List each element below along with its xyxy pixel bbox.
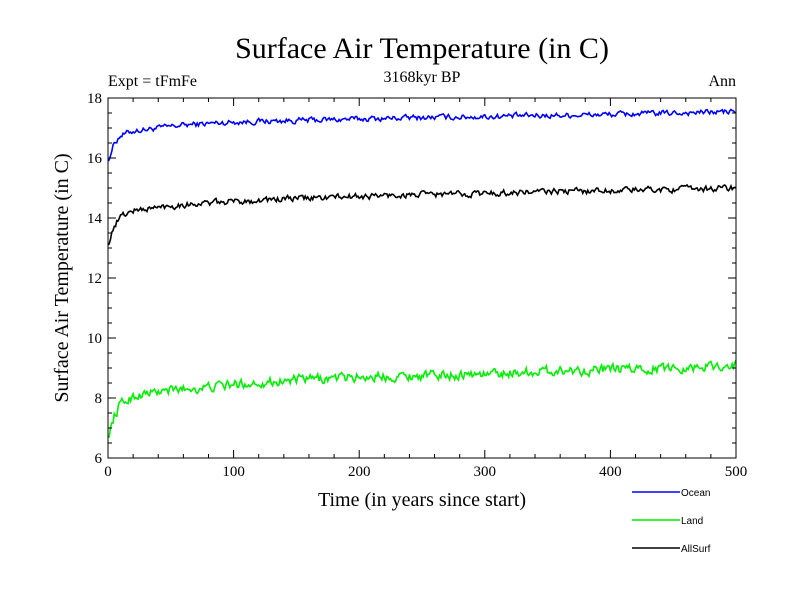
x-tick-label: 200	[348, 464, 371, 480]
x-axis-label: Time (in years since start)	[318, 489, 526, 511]
y-tick-label: 16	[87, 151, 103, 167]
legend-label-land: Land	[681, 516, 703, 527]
x-tick-label: 0	[104, 464, 112, 480]
y-axis-label: Surface Air Temperature (in C)	[51, 153, 73, 402]
series-layer	[107, 108, 737, 438]
series-line-allsurf	[107, 183, 737, 246]
y-tick-label: 6	[95, 451, 103, 467]
x-tick-label: 100	[222, 464, 245, 480]
experiment-label: Expt = tFmFe	[108, 73, 197, 90]
season-label: Ann	[708, 73, 736, 90]
y-tick-label: 12	[87, 271, 102, 287]
y-tick-label: 14	[87, 211, 103, 227]
x-tick-label: 300	[474, 464, 497, 480]
chart-subtitle: 3168kyr BP	[384, 69, 461, 86]
legend-label-allsurf: AllSurf	[681, 544, 711, 555]
x-tick-label: 400	[599, 464, 622, 480]
series-line-land	[107, 359, 737, 438]
legend: Ocean Land AllSurf	[632, 488, 711, 555]
x-tick-label: 500	[725, 464, 748, 480]
legend-label-ocean: Ocean	[681, 488, 710, 499]
chart-title: Surface Air Temperature (in C)	[235, 32, 609, 65]
y-tick-label: 8	[95, 391, 103, 407]
series-line-ocean	[107, 108, 737, 162]
y-tick-label: 10	[87, 331, 102, 347]
y-tick-label: 18	[87, 91, 102, 107]
plot-frame	[107, 97, 737, 459]
ticks-layer: 0 100 200 300 400 500 6 8 10 12 14 16 18	[87, 91, 747, 480]
